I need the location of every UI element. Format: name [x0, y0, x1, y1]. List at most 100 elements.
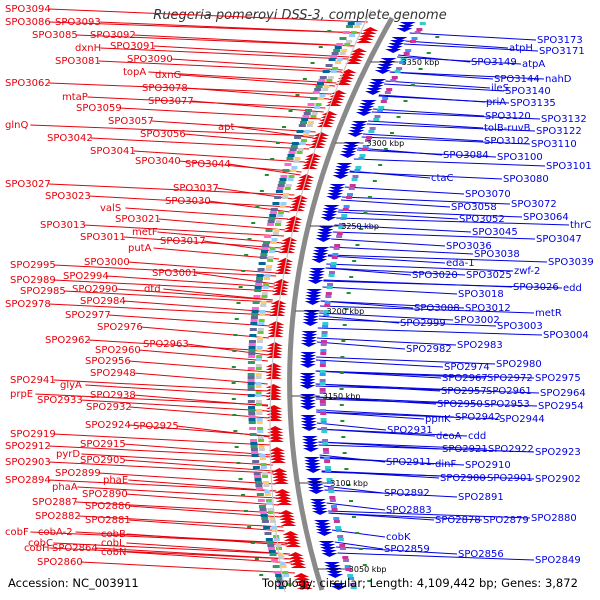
forward-gene-label[interactable]: SPO2881 [85, 515, 131, 526]
reverse-gene-label[interactable]: SPO3064 [523, 212, 569, 223]
forward-gene-label[interactable]: SPO3023 [45, 191, 91, 202]
forward-gene-label[interactable]: SPO3056 [140, 129, 186, 140]
forward-gene-label[interactable]: SPO2860 [37, 557, 83, 568]
reverse-gene-label[interactable]: ileS [491, 83, 509, 94]
reverse-gene-label[interactable]: SPO2957 [441, 386, 487, 397]
forward-gene-label[interactable]: dxnH [75, 43, 101, 54]
forward-gene-label[interactable]: SPO3000 [84, 257, 130, 268]
reverse-gene-label[interactable]: SPO2921 [442, 444, 488, 455]
forward-gene-label[interactable]: SPO2984 [80, 296, 126, 307]
reverse-gene-label[interactable]: SPO3122 [536, 126, 582, 137]
reverse-gene-label[interactable]: SPO3102 [484, 136, 530, 147]
forward-gene-label[interactable]: glnQ [5, 120, 28, 131]
reverse-gene-label[interactable]: edd [563, 283, 582, 294]
reverse-gene-label[interactable]: SPO3039 [548, 257, 594, 268]
forward-gene-label[interactable]: SPO3057 [108, 116, 154, 127]
forward-gene-label[interactable]: SPO2941 [10, 375, 56, 386]
reverse-gene-label[interactable]: SPO3038 [474, 249, 520, 260]
forward-gene-label[interactable]: SPO2925 [133, 421, 179, 432]
forward-gene-label[interactable]: SPO2977 [65, 310, 111, 321]
forward-gene-label[interactable]: SPO3040 [135, 156, 181, 167]
forward-gene-label[interactable]: SPO2994 [63, 271, 109, 282]
reverse-gene-label[interactable]: SPO3140 [505, 86, 551, 97]
forward-gene-label[interactable]: phaE [103, 475, 128, 486]
forward-gene-label[interactable]: SPO2899 [55, 468, 101, 479]
forward-gene-label[interactable]: SPO2962 [45, 335, 91, 346]
reverse-gene-label[interactable]: SPO2891 [458, 492, 504, 503]
forward-gene-label[interactable]: mtaP [62, 92, 88, 103]
reverse-gene-label[interactable]: SPO3173 [537, 35, 583, 46]
reverse-gene-label[interactable]: thrC [570, 220, 591, 231]
reverse-gene-label[interactable]: SPO3047 [536, 234, 582, 245]
reverse-gene-label[interactable]: SPO3084 [443, 150, 489, 161]
reverse-gene-label[interactable]: SPO2999 [400, 318, 446, 329]
forward-gene-label[interactable]: SPO3013 [40, 220, 86, 231]
reverse-gene-label[interactable]: SPO2902 [535, 474, 581, 485]
forward-gene-label[interactable]: SPO3030 [165, 196, 211, 207]
reverse-gene-label[interactable]: SPO3144 [494, 74, 540, 85]
forward-gene-label[interactable]: SPO3078 [142, 83, 188, 94]
forward-gene-label[interactable]: SPO3086 [5, 17, 51, 28]
forward-gene-label[interactable]: SPO3021 [115, 214, 161, 225]
reverse-gene-label[interactable]: deoA [436, 431, 462, 442]
reverse-gene-label[interactable]: SPO3110 [531, 139, 577, 150]
reverse-gene-label[interactable]: SPO3020 [412, 270, 458, 281]
reverse-gene-label[interactable]: priA [486, 97, 506, 108]
forward-gene-label[interactable]: SPO2864 [52, 543, 98, 554]
reverse-gene-label[interactable]: SPO2967 [442, 373, 488, 384]
reverse-gene-label[interactable]: SPO3171 [539, 46, 585, 57]
forward-gene-label[interactable]: SPO2905 [80, 455, 126, 466]
reverse-gene-label[interactable]: SPO2983 [457, 340, 503, 351]
reverse-gene-label[interactable]: atpA [522, 59, 545, 70]
reverse-gene-label[interactable]: SPO2944 [499, 414, 545, 425]
reverse-gene-label[interactable]: SPO3135 [510, 98, 556, 109]
forward-gene-label[interactable]: prpE [10, 389, 33, 400]
forward-gene-label[interactable]: SPO3027 [5, 179, 51, 190]
reverse-gene-label[interactable]: SPO2923 [535, 447, 581, 458]
forward-gene-label[interactable]: SPO3017 [160, 236, 206, 247]
forward-gene-label[interactable]: SPO3094 [5, 4, 51, 15]
reverse-gene-label[interactable]: SPO2942 [455, 412, 501, 423]
forward-gene-label[interactable]: apt [218, 122, 234, 133]
reverse-gene-label[interactable]: SPO3072 [511, 199, 557, 210]
reverse-gene-label[interactable]: atpH [509, 43, 533, 54]
forward-gene-label[interactable]: cobN [101, 547, 126, 558]
reverse-gene-label[interactable]: SPO2901 [487, 473, 533, 484]
reverse-gene-label[interactable]: SPO3149 [471, 57, 517, 68]
forward-gene-label[interactable]: SPO3062 [5, 78, 51, 89]
forward-gene-label[interactable]: SPO2886 [85, 501, 131, 512]
reverse-gene-label[interactable]: SPO2974 [444, 362, 490, 373]
reverse-gene-label[interactable]: SPO3008 [414, 303, 460, 314]
forward-gene-label[interactable]: SPO3041 [90, 146, 136, 157]
reverse-gene-label[interactable]: SPO3036 [446, 241, 492, 252]
forward-gene-label[interactable]: cobF [5, 527, 29, 538]
forward-gene-label[interactable]: SPO3091 [110, 41, 156, 52]
reverse-gene-label[interactable]: SPO3025 [466, 270, 512, 281]
forward-gene-label[interactable]: SPO3042 [47, 133, 93, 144]
forward-gene-label[interactable]: SPO3092 [90, 30, 136, 41]
forward-gene-label[interactable]: SPO3085 [32, 30, 78, 41]
forward-gene-label[interactable]: SPO2963 [143, 339, 189, 350]
forward-gene-label[interactable]: SPO2912 [5, 441, 51, 452]
forward-gene-label[interactable]: valS [100, 203, 121, 214]
forward-gene-label[interactable]: SPO2938 [90, 390, 136, 401]
reverse-gene-label[interactable]: ctaC [431, 173, 454, 184]
reverse-gene-label[interactable]: SPO2856 [458, 549, 504, 560]
forward-gene-label[interactable]: SPO2990 [72, 284, 118, 295]
forward-gene-label[interactable]: SPO3011 [80, 232, 126, 243]
reverse-gene-label[interactable]: SPO2964 [540, 388, 586, 399]
forward-gene-label[interactable]: SPO3001 [152, 268, 198, 279]
reverse-gene-label[interactable]: SPO3026 [513, 282, 559, 293]
reverse-gene-label[interactable]: SPO3132 [541, 114, 587, 125]
forward-gene-label[interactable]: SPO2932 [86, 402, 132, 413]
reverse-gene-label[interactable]: SPO2975 [535, 373, 581, 384]
forward-gene-label[interactable]: dxnG [155, 70, 181, 81]
reverse-gene-label[interactable]: eda-1 [446, 258, 475, 269]
reverse-gene-label[interactable]: SPO3018 [458, 289, 504, 300]
reverse-gene-label[interactable]: nahD [545, 74, 572, 85]
reverse-gene-label[interactable]: SPO2911 [386, 457, 432, 468]
forward-gene-label[interactable]: pyrD [56, 449, 80, 460]
reverse-gene-label[interactable]: SPO2931 [387, 425, 433, 436]
reverse-gene-label[interactable]: SPO2980 [496, 359, 542, 370]
